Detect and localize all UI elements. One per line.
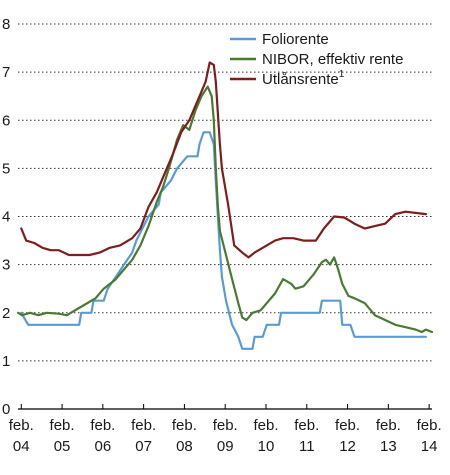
y-tick-label: 6 bbox=[2, 112, 10, 129]
y-tick-label: 4 bbox=[2, 209, 10, 226]
y-tick-label: 1 bbox=[2, 353, 10, 370]
x-tick-label-year: 07 bbox=[135, 438, 152, 455]
axes bbox=[18, 404, 432, 410]
y-tick-label: 2 bbox=[2, 305, 10, 322]
y-tick-label: 0 bbox=[2, 401, 10, 418]
y-tick-label: 8 bbox=[2, 16, 10, 33]
x-tick-label-year: 14 bbox=[421, 438, 438, 455]
y-tick-label: 5 bbox=[2, 160, 10, 177]
x-tick-label-month: feb. bbox=[90, 417, 115, 434]
x-tick-label-month: feb. bbox=[376, 417, 401, 434]
legend-label-1: Foliorente bbox=[262, 31, 329, 48]
x-tick-label-month: feb. bbox=[213, 417, 238, 434]
x-tick-label-month: feb. bbox=[50, 417, 75, 434]
legend-label-2: NIBOR, effektiv rente bbox=[262, 51, 403, 68]
series-lines bbox=[16, 61, 434, 350]
y-tick-label: 7 bbox=[2, 64, 10, 81]
series-line-2 bbox=[16, 85, 434, 334]
x-tick-label-month: feb. bbox=[294, 417, 319, 434]
x-tick-label-month: feb. bbox=[172, 417, 197, 434]
x-tick-label-month: feb. bbox=[131, 417, 156, 434]
x-axis-tick-labels: feb. 04 feb. 05 feb. 06 feb. 07 feb. 08 feb. 09 feb.… bbox=[9, 417, 442, 455]
legend-label-3: Utlånsrente1 bbox=[262, 69, 345, 88]
x-tick-label-year: 04 bbox=[13, 438, 30, 455]
x-tick-label-year: 10 bbox=[258, 438, 275, 455]
y-axis-tick-labels: 0 1 2 3 4 5 6 7 8 bbox=[2, 16, 10, 418]
x-tick-label-month: feb. bbox=[9, 417, 34, 434]
series-line-3 bbox=[20, 61, 427, 259]
x-tick-label-year: 13 bbox=[380, 438, 397, 455]
x-tick-label-year: 11 bbox=[299, 438, 315, 455]
x-tick-label-year: 09 bbox=[217, 438, 234, 455]
x-tick-label-month: feb. bbox=[253, 417, 278, 434]
x-tick-label-month: feb. bbox=[335, 417, 360, 434]
x-tick-label-year: 06 bbox=[94, 438, 111, 455]
legend: Foliorente NIBOR, effektiv renteUtlånsren… bbox=[230, 31, 403, 88]
x-tick-label-year: 12 bbox=[339, 438, 356, 455]
x-tick-label-year: 05 bbox=[54, 438, 71, 455]
x-tick-label-month: feb. bbox=[417, 417, 442, 434]
y-tick-label: 3 bbox=[2, 257, 10, 274]
series-line-1 bbox=[20, 131, 427, 350]
x-tick-label-year: 08 bbox=[176, 438, 193, 455]
